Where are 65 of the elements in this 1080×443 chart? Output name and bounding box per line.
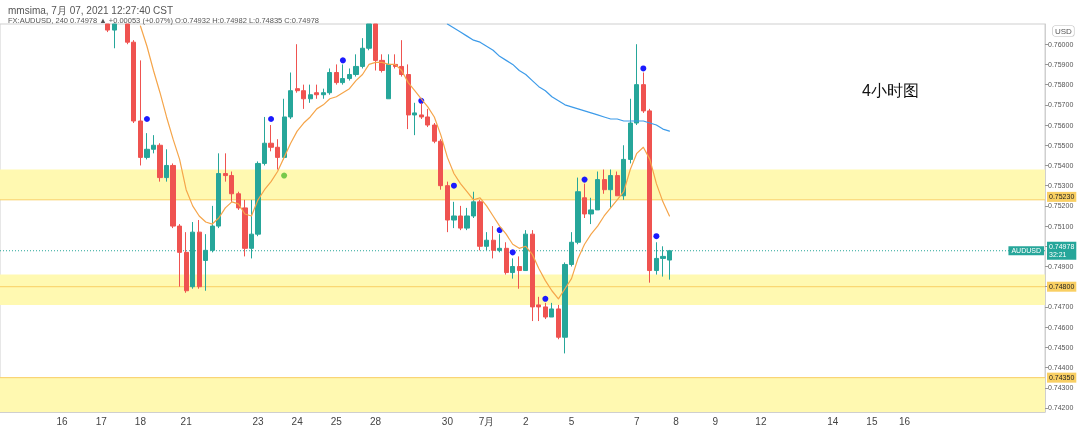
annotation: 4小时图: [862, 81, 919, 99]
point: [143, 115, 150, 122]
candlestick: [602, 169, 607, 195]
candlestick: [543, 302, 548, 320]
candlestick: [451, 201, 457, 229]
line-series: [446, 23, 671, 132]
candlestick: [510, 257, 515, 280]
x-tick-label: 18: [134, 415, 147, 427]
x-tick-label: 15: [866, 415, 878, 427]
x-tick-label: 7: [634, 415, 641, 427]
candlestick: [615, 171, 620, 197]
candlestick: [197, 219, 202, 290]
point: [339, 57, 346, 64]
x-tick-label: 9: [712, 415, 719, 427]
point: [509, 249, 516, 256]
x-tick-label: 8: [673, 415, 680, 427]
candlestick: [203, 233, 208, 292]
candlestick: [184, 231, 189, 294]
candlestick: [340, 63, 345, 86]
x-tick-label: 25: [330, 415, 343, 427]
point: [450, 182, 457, 189]
x-tick-label: 16: [56, 415, 69, 427]
candlestick: [582, 183, 587, 219]
x-tick-label: 21: [180, 415, 193, 427]
candlestick: [445, 181, 450, 233]
candlestick: [556, 304, 561, 340]
x-tick-label: 30: [441, 415, 454, 427]
y-axis-title: USD: [1055, 26, 1073, 36]
chart-title: mmsima, 7月 07, 2021 12:27:40 CST: [8, 4, 174, 16]
candlestick: [112, 23, 117, 49]
candlestick: [608, 169, 613, 209]
x-tick-label: 28: [369, 415, 382, 427]
candlestick: [406, 63, 411, 130]
candlestick: [334, 63, 339, 86]
candlestick: [504, 241, 509, 276]
point: [653, 233, 660, 240]
candlestick: [549, 302, 554, 318]
candlestick: [491, 225, 496, 259]
x-tick-label: 7月: [478, 415, 495, 427]
point: [542, 295, 549, 302]
candlestick: [517, 255, 522, 290]
x-tick-label: 5: [568, 415, 575, 427]
line-series: [139, 25, 671, 300]
candlestick: [105, 23, 110, 33]
candlestick: [308, 84, 313, 104]
candlestick: [497, 233, 502, 253]
candlestick: [157, 142, 163, 183]
candlestick: [477, 199, 483, 251]
point: [581, 176, 588, 183]
x-tick-label: 24: [291, 415, 304, 427]
point: [268, 115, 275, 122]
x-tick-label: 23: [252, 415, 264, 427]
point: [281, 172, 288, 179]
candlestick: [314, 84, 319, 100]
candlestick: [458, 205, 463, 231]
candlestick: [164, 148, 169, 183]
x-tick-label: 2: [522, 415, 529, 427]
x-tick-label: 14: [827, 415, 839, 427]
x-tick-label: 12: [755, 415, 767, 427]
candlestick: [138, 59, 143, 166]
x-tick-label: 17: [95, 415, 108, 427]
candlestick: [412, 102, 417, 136]
candlestick: [621, 144, 626, 201]
candlestick: [386, 53, 391, 100]
x-tick-label: 16: [899, 415, 911, 427]
